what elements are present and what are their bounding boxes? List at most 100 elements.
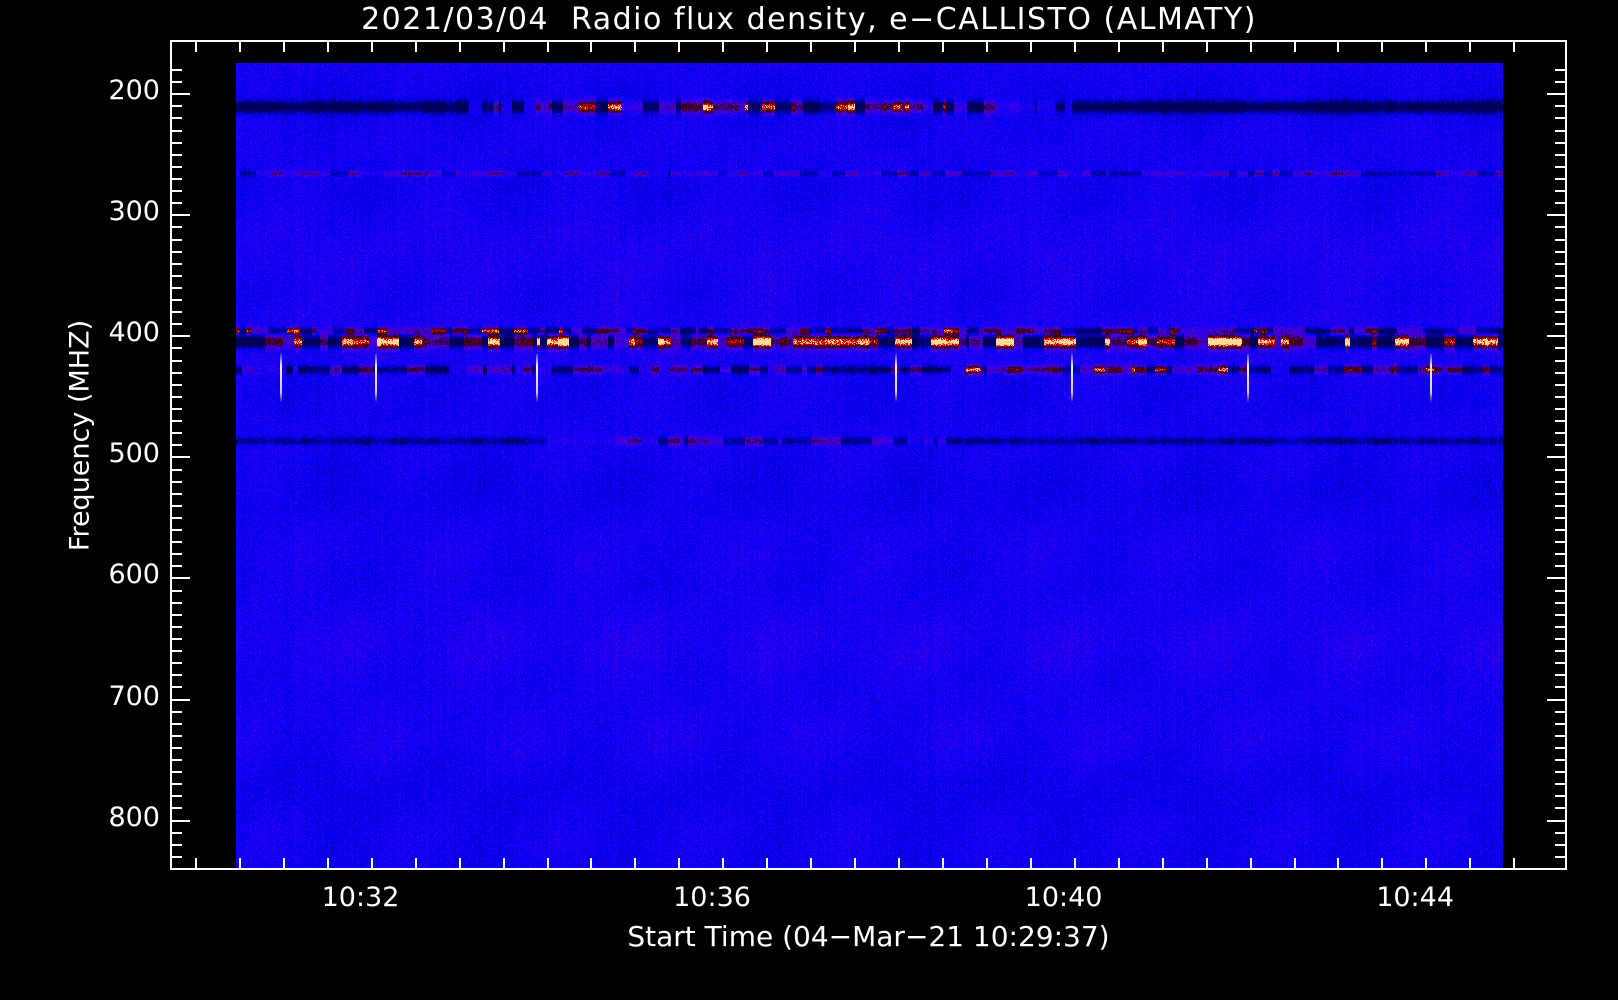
y-tick-minor-730 — [172, 735, 182, 737]
y-tick-minor-520 — [172, 481, 182, 483]
x-tick-top-minor-780 — [1294, 42, 1296, 52]
y-tick-right-minor-370 — [1555, 299, 1565, 301]
y-tick-right-minor-720 — [1555, 723, 1565, 725]
y-tick-right-minor-270 — [1555, 178, 1565, 180]
y-tick-right-major-500 — [1547, 456, 1565, 458]
y-tick-minor-320 — [172, 239, 182, 241]
y-tick-minor-780 — [172, 795, 182, 797]
y-tick-right-major-700 — [1547, 699, 1565, 701]
y-tick-right-minor-560 — [1555, 529, 1565, 531]
x-tick-minor-90 — [283, 858, 285, 868]
y-tick-right-minor-280 — [1555, 190, 1565, 192]
x-tick-top-minor-150 — [371, 42, 373, 52]
x-tick-top-minor-450 — [810, 42, 812, 52]
y-tick-right-minor-830 — [1555, 856, 1565, 858]
y-tick-minor-450 — [172, 396, 182, 398]
x-tick-minor-630 — [1074, 858, 1076, 868]
y-tick-right-minor-540 — [1555, 505, 1565, 507]
y-tick-right-minor-290 — [1555, 202, 1565, 204]
y-tick-minor-530 — [172, 493, 182, 495]
y-tick-right-minor-730 — [1555, 735, 1565, 737]
y-tick-major-600 — [172, 577, 190, 579]
y-tick-minor-190 — [172, 81, 182, 83]
y-tick-minor-270 — [172, 178, 182, 180]
x-tick-minor-180 — [415, 858, 417, 868]
x-tick-top-minor-300 — [590, 42, 592, 52]
y-tick-right-minor-350 — [1555, 275, 1565, 277]
y-tick-right-minor-450 — [1555, 396, 1565, 398]
x-tick-minor-690 — [1162, 858, 1164, 868]
y-tick-minor-230 — [172, 130, 182, 132]
y-tick-major-500 — [172, 456, 190, 458]
y-tick-right-minor-530 — [1555, 493, 1565, 495]
x-tick-minor-360 — [678, 858, 680, 868]
x-tick-top-minor-480 — [854, 42, 856, 52]
x-tick-minor-270 — [547, 858, 549, 868]
y-tick-right-minor-210 — [1555, 105, 1565, 107]
y-tick-right-minor-810 — [1555, 832, 1565, 834]
x-tick-top-minor-840 — [1381, 42, 1383, 52]
y-tick-label-600: 600 — [108, 559, 160, 591]
y-tick-right-minor-480 — [1555, 432, 1565, 434]
y-tick-major-300 — [172, 214, 190, 216]
x-tick-minor-390 — [722, 858, 724, 868]
y-tick-minor-290 — [172, 202, 182, 204]
y-tick-right-minor-650 — [1555, 638, 1565, 640]
y-tick-right-minor-710 — [1555, 711, 1565, 713]
x-tick-minor-810 — [1337, 858, 1339, 868]
plot-axes-frame — [170, 40, 1567, 870]
y-tick-minor-260 — [172, 166, 182, 168]
y-tick-minor-240 — [172, 142, 182, 144]
x-tick-top-minor-90 — [283, 42, 285, 52]
x-tick-minor-720 — [1206, 858, 1208, 868]
y-tick-right-major-600 — [1547, 577, 1565, 579]
x-tick-minor-600 — [1030, 858, 1032, 868]
y-tick-minor-420 — [172, 360, 182, 362]
y-tick-minor-430 — [172, 372, 182, 374]
y-tick-minor-750 — [172, 759, 182, 761]
y-tick-right-major-300 — [1547, 214, 1565, 216]
x-tick-top-minor-210 — [459, 42, 461, 52]
x-tick-top-minor-540 — [942, 42, 944, 52]
y-tick-minor-360 — [172, 287, 182, 289]
y-tick-minor-760 — [172, 771, 182, 773]
y-tick-right-minor-610 — [1555, 590, 1565, 592]
y-tick-right-minor-390 — [1555, 323, 1565, 325]
y-tick-right-minor-420 — [1555, 360, 1565, 362]
x-tick-minor-300 — [590, 858, 592, 868]
y-tick-right-minor-330 — [1555, 251, 1565, 253]
y-tick-right-minor-840 — [1555, 868, 1565, 870]
y-tick-label-700: 700 — [108, 680, 160, 712]
y-tick-right-minor-790 — [1555, 807, 1565, 809]
y-tick-right-minor-230 — [1555, 130, 1565, 132]
y-tick-right-minor-190 — [1555, 81, 1565, 83]
y-tick-right-minor-510 — [1555, 469, 1565, 471]
x-tick-minor-570 — [986, 858, 988, 868]
y-tick-minor-250 — [172, 154, 182, 156]
y-tick-right-minor-770 — [1555, 783, 1565, 785]
y-tick-minor-180 — [172, 69, 182, 71]
x-tick-top-minor-240 — [503, 42, 505, 52]
x-tick-top-minor-180 — [415, 42, 417, 52]
x-tick-minor-780 — [1294, 858, 1296, 868]
x-tick-minor-750 — [1250, 858, 1252, 868]
y-tick-minor-410 — [172, 347, 182, 349]
y-tick-minor-720 — [172, 723, 182, 725]
x-tick-minor-150 — [371, 858, 373, 868]
y-tick-minor-820 — [172, 844, 182, 846]
x-tick-label-10-40: 10:40 — [1024, 882, 1103, 913]
x-tick-minor-30 — [195, 858, 197, 868]
y-tick-right-minor-740 — [1555, 747, 1565, 749]
y-tick-minor-590 — [172, 565, 182, 567]
y-tick-right-minor-220 — [1555, 117, 1565, 119]
y-tick-right-minor-440 — [1555, 384, 1565, 386]
y-tick-right-minor-340 — [1555, 263, 1565, 265]
y-tick-minor-670 — [172, 662, 182, 664]
y-tick-minor-690 — [172, 686, 182, 688]
x-tick-top-minor-330 — [634, 42, 636, 52]
y-tick-right-minor-640 — [1555, 626, 1565, 628]
y-tick-minor-210 — [172, 105, 182, 107]
y-tick-label-500: 500 — [108, 438, 160, 470]
y-tick-right-minor-460 — [1555, 408, 1565, 410]
